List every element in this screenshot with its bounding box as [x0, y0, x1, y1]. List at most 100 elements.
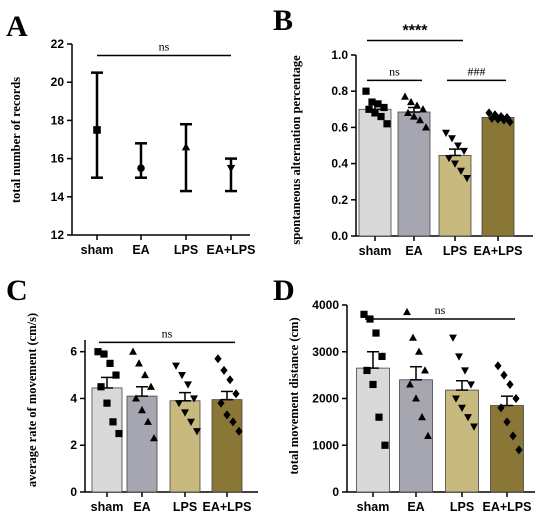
data-point: [144, 417, 152, 425]
data-point: [232, 389, 240, 399]
data-point: [220, 365, 228, 375]
data-point: [374, 100, 382, 108]
y-tick-label: 2000: [312, 392, 339, 406]
data-point: [494, 361, 502, 371]
x-tick-label: EA: [132, 243, 149, 257]
mean-marker: [93, 126, 101, 134]
data-point: [135, 359, 143, 367]
data-point: [190, 395, 198, 403]
data-point: [421, 366, 429, 374]
data-point: [506, 117, 514, 127]
bar: [356, 367, 390, 493]
y-tick-label: 12: [51, 228, 65, 242]
data-point: [500, 115, 508, 125]
data-point: [368, 98, 376, 106]
y-tick-label: 4000: [312, 298, 339, 312]
panel-d: D total movement distance (cm) 0 1000 2000…: [273, 274, 535, 514]
data-point: [187, 418, 195, 426]
x-tick-label: EA: [407, 500, 424, 514]
data-point: [378, 352, 386, 361]
data-point: [217, 398, 225, 408]
data-point: [454, 142, 462, 150]
x-tick-label: sham: [359, 244, 392, 258]
data-point: [360, 310, 368, 318]
data-point: [407, 97, 415, 106]
data-point: [193, 428, 201, 436]
bar: [397, 111, 431, 237]
x-tick-label: LPS: [450, 500, 474, 514]
data-point: [494, 114, 502, 124]
data-point: [457, 167, 465, 175]
data-point: [448, 135, 456, 143]
x-tick-label: EA+LPS: [207, 243, 256, 257]
data-point: [365, 105, 373, 113]
data-point: [500, 370, 508, 380]
data-point: [226, 375, 234, 385]
x-tick-label: sham: [91, 500, 124, 514]
y-tick-label: 16: [51, 152, 65, 166]
data-point: [380, 103, 388, 112]
data-point: [416, 116, 424, 124]
data-point: [147, 382, 155, 390]
data-point: [100, 350, 108, 358]
data-point: [223, 410, 231, 420]
data-point: [410, 112, 418, 120]
data-point: [214, 354, 222, 364]
data-point: [458, 404, 466, 412]
mean-marker: [181, 142, 191, 151]
y-tick-label: 18: [51, 113, 65, 127]
data-point: [401, 92, 409, 100]
data-point: [497, 403, 505, 413]
panel-label: A: [6, 10, 28, 43]
data-point: [463, 175, 471, 183]
data-point: [506, 379, 514, 389]
data-point: [369, 380, 377, 389]
x-tick-label: sham: [81, 243, 114, 257]
data-point: [141, 370, 149, 379]
significance-label: ****: [403, 23, 429, 40]
data-point: [455, 353, 463, 361]
panel-label: C: [6, 274, 28, 307]
y-tick-label: 0: [332, 485, 339, 499]
x-tick-label: sham: [357, 500, 390, 514]
data-point: [172, 362, 180, 370]
data-point: [424, 431, 432, 439]
data-point: [460, 147, 468, 156]
y-tick-label: 14: [51, 190, 65, 204]
panel-label: B: [273, 4, 293, 37]
data-point: [103, 399, 111, 407]
data-point: [375, 413, 383, 421]
x-tick-label: LPS: [174, 243, 198, 257]
y-tick-label: 0.2: [331, 193, 348, 207]
significance-label: ns: [159, 39, 170, 53]
x-tick-label: LPS: [443, 244, 467, 258]
data-point: [229, 417, 237, 427]
data-point: [129, 347, 137, 355]
data-point: [383, 120, 391, 128]
data-point: [449, 334, 457, 342]
data-point: [150, 434, 158, 442]
x-tick-label: EA+LPS: [483, 500, 532, 514]
y-axis-label: average rate of movement (cm/s): [25, 313, 39, 487]
y-axis-label: spontaneous alternation percentage: [289, 55, 303, 245]
data-point: [467, 381, 475, 389]
significance-label: ###: [468, 64, 486, 78]
bar: [358, 108, 392, 237]
y-tick-label: 3000: [312, 345, 339, 359]
data-point: [109, 418, 117, 426]
data-point: [409, 333, 417, 341]
data-point: [97, 383, 105, 391]
x-tick-label: EA: [405, 244, 422, 258]
y-tick-label: 0.0: [331, 229, 348, 243]
data-point: [461, 367, 469, 375]
bar: [438, 155, 472, 237]
y-tick-label: 0: [70, 485, 77, 499]
data-point: [442, 129, 450, 137]
y-tick-label: 1000: [312, 438, 339, 452]
data-point: [94, 348, 102, 356]
y-tick-label: 6: [70, 345, 77, 359]
data-point: [503, 417, 511, 427]
data-point: [452, 395, 460, 403]
data-point: [485, 108, 493, 118]
y-axis-label: total number of records: [9, 77, 23, 203]
